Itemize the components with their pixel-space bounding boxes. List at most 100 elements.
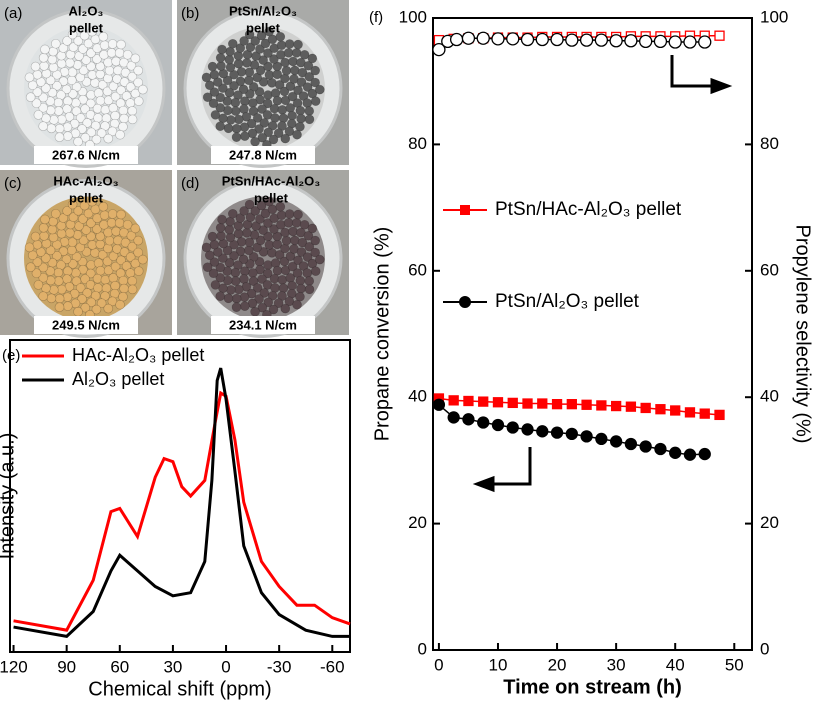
marker (565, 427, 578, 441)
arrow-left (490, 447, 532, 486)
pellet (256, 200, 267, 211)
pellet (248, 106, 259, 117)
panel-label: (c) (4, 175, 22, 192)
y-axis-label: Propane conversion (%) (371, 227, 393, 442)
pellet (133, 65, 144, 76)
x-tick-label: 0 (434, 655, 443, 674)
arrow-head (710, 77, 733, 95)
pellet (279, 86, 290, 97)
pellet (248, 268, 258, 278)
pellet (296, 247, 307, 257)
pellet (68, 89, 78, 99)
pellet (280, 133, 291, 144)
pellet (40, 44, 50, 55)
marker (459, 296, 471, 308)
marker (640, 402, 651, 414)
pellet (107, 296, 118, 307)
marker (609, 435, 623, 448)
strength-box (34, 316, 138, 334)
pellet (27, 80, 38, 91)
pellet (85, 268, 96, 279)
pellet (96, 128, 107, 139)
pellet (67, 245, 77, 256)
pellet (87, 26, 97, 37)
pellet (41, 253, 51, 263)
pellet (127, 241, 138, 252)
photo-name: pellet (69, 20, 104, 35)
pellet (204, 250, 215, 261)
pellet (127, 106, 138, 116)
pellet (122, 219, 133, 230)
pellet (111, 226, 121, 237)
pellet (127, 276, 138, 286)
marker (684, 407, 696, 418)
pellet (277, 105, 288, 115)
pellet (46, 293, 57, 304)
pellet (231, 132, 242, 142)
marker (670, 405, 681, 416)
pellet (293, 209, 303, 220)
spectrum-line (13, 367, 350, 639)
pellet (224, 224, 235, 235)
pellet (231, 293, 242, 304)
pellet (52, 81, 62, 91)
pellet (56, 228, 67, 239)
pellet (315, 254, 325, 265)
pellet (138, 84, 148, 95)
x-axis-label: Time on stream (h) (503, 676, 682, 698)
pellet (78, 44, 88, 54)
pellet (276, 210, 287, 221)
pellet (216, 61, 226, 71)
photo-name: PtSn/Al₂O₃ (229, 3, 297, 18)
pellet (229, 69, 239, 80)
pellet (252, 113, 263, 123)
pellet (63, 131, 73, 141)
pellet (39, 231, 49, 241)
pellet (222, 245, 233, 256)
x-tick-label: 0 (221, 657, 230, 676)
marker (566, 399, 577, 410)
pellet (114, 48, 125, 58)
pellet (45, 75, 56, 86)
pellet (295, 105, 306, 116)
pellet (58, 213, 69, 223)
pellet (295, 291, 305, 302)
pellet (245, 89, 255, 99)
pellet (80, 104, 90, 114)
pellet (125, 98, 136, 108)
pellet (310, 247, 320, 258)
pellet (235, 43, 246, 53)
pellet (86, 61, 96, 72)
pellet (208, 268, 219, 279)
marker (669, 446, 682, 459)
pellet (299, 49, 310, 60)
pellet (239, 122, 250, 132)
pellet (133, 266, 144, 276)
pellet (49, 285, 59, 295)
pellet (130, 223, 141, 234)
pellet (288, 56, 298, 67)
marker (491, 418, 505, 432)
pellet (207, 61, 218, 72)
pellet (239, 206, 249, 216)
legend-label: HAc-Al₂O₃ pellet (72, 345, 204, 365)
pellet (281, 235, 292, 246)
pellet (103, 95, 114, 106)
pellet (304, 106, 315, 116)
pellet (38, 53, 49, 63)
pellet (78, 235, 89, 246)
pellet (302, 252, 313, 262)
pellet (256, 30, 267, 41)
pellet (58, 246, 69, 257)
pellet (38, 102, 49, 113)
pellet (254, 294, 264, 304)
pellet (86, 127, 97, 138)
pellet (216, 231, 226, 241)
pellet (104, 65, 115, 76)
pellet (45, 245, 56, 256)
pellet (257, 132, 268, 143)
pellet (71, 82, 82, 92)
pellet (202, 92, 213, 103)
y2-tick-label: 100 (760, 7, 788, 26)
pellet (215, 53, 226, 63)
